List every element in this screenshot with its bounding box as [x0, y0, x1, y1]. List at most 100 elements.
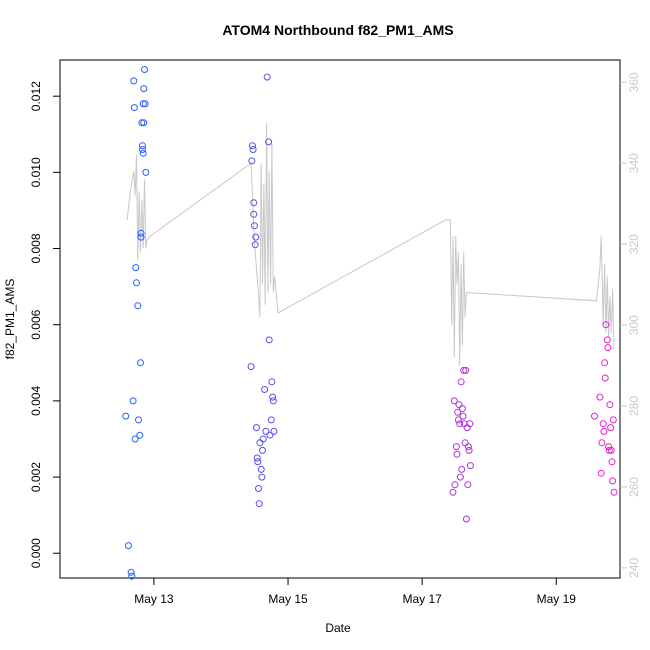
data-point	[609, 477, 617, 485]
data-point	[248, 157, 256, 165]
data-point	[128, 572, 136, 580]
data-point	[452, 443, 460, 451]
data-point	[597, 469, 605, 477]
y-axis-left: 0.000 0.002 0.004 0.006 0.008 0.010 0.012	[29, 81, 60, 568]
data-point	[127, 568, 135, 576]
data-point	[124, 542, 132, 550]
x-tick-label: May 17	[402, 592, 442, 606]
data-point	[458, 405, 466, 412]
data-point	[131, 435, 139, 443]
data-point	[262, 427, 270, 435]
data-point	[130, 77, 138, 85]
x-tick-label: May 19	[537, 592, 577, 606]
data-point	[449, 488, 457, 496]
data-point	[139, 149, 147, 157]
data-point	[139, 142, 146, 150]
y-tick-label: 0.002	[29, 462, 43, 492]
data-point	[257, 465, 265, 473]
data-point	[255, 485, 262, 492]
data-point	[466, 462, 474, 470]
plot-frame	[59, 59, 621, 579]
y-tick-label: 0.008	[29, 233, 43, 263]
data-point	[259, 435, 267, 443]
data-point	[259, 446, 266, 454]
right-tick-label: 360	[627, 72, 641, 92]
data-point	[604, 344, 612, 352]
data-point	[142, 168, 150, 176]
data-point	[464, 481, 472, 489]
data-point	[141, 66, 148, 73]
data-point	[265, 336, 273, 344]
data-point	[451, 481, 459, 489]
data-point	[139, 146, 146, 153]
y-tick-label: 0.010	[29, 157, 43, 187]
data-point	[269, 397, 277, 405]
data-point	[601, 359, 609, 367]
data-point	[255, 500, 263, 508]
data-point	[140, 85, 148, 93]
data-point	[455, 401, 463, 409]
data-point	[136, 431, 144, 439]
y-tick-label: 0.012	[29, 81, 43, 111]
data-point	[252, 233, 260, 241]
data-point	[250, 199, 258, 207]
data-point	[250, 210, 258, 218]
data-point	[137, 359, 144, 367]
data-point	[258, 473, 266, 481]
data-point	[609, 416, 617, 424]
data-point	[249, 142, 256, 150]
y-tick-label: 0.000	[29, 538, 43, 568]
data-point	[605, 446, 613, 454]
data-point	[268, 378, 276, 386]
x-axis-label: Date	[325, 621, 351, 635]
data-point	[457, 378, 465, 386]
data-point	[599, 420, 607, 428]
data-point	[130, 104, 138, 112]
data-point	[454, 416, 462, 424]
x-tick-label: May 15	[268, 592, 308, 606]
data-point	[466, 420, 474, 428]
data-point	[137, 229, 145, 237]
data-point	[247, 363, 255, 371]
data-point	[251, 241, 259, 249]
y-tick-label: 0.004	[29, 386, 43, 416]
chart-title: ATOM4 Northbound f82_PM1_AMS	[222, 22, 453, 38]
data-point	[254, 458, 262, 466]
data-point	[269, 393, 277, 401]
y-tick-label: 0.006	[29, 309, 43, 339]
data-point	[249, 146, 257, 153]
data-point	[602, 321, 610, 329]
data-point	[462, 515, 470, 523]
data-point	[132, 264, 140, 272]
data-point	[122, 412, 130, 420]
data-point	[596, 393, 604, 401]
data-point	[607, 424, 615, 432]
data-point	[603, 336, 611, 344]
right-tick-label: 280	[627, 396, 641, 416]
data-point	[251, 222, 258, 230]
data-point	[456, 473, 464, 481]
data-point	[253, 454, 261, 462]
y-axis-right: 240 260 280 300 320 340 360	[620, 72, 641, 578]
data-point	[600, 427, 608, 435]
secondary-line	[126, 122, 615, 366]
data-point	[265, 138, 273, 146]
right-tick-label: 340	[627, 153, 641, 173]
data-point	[465, 446, 473, 454]
data-point	[141, 100, 149, 108]
right-tick-label: 260	[627, 477, 641, 497]
data-point	[139, 100, 147, 108]
data-point	[459, 412, 467, 420]
data-point	[133, 279, 140, 287]
data-point	[453, 450, 461, 458]
data-point	[458, 465, 466, 473]
data-point	[450, 397, 458, 405]
data-point	[263, 73, 271, 81]
data-point	[606, 401, 614, 409]
data-point	[456, 420, 464, 428]
data-point	[454, 408, 462, 416]
right-tick-label: 240	[627, 558, 641, 578]
data-point	[462, 366, 470, 374]
data-point	[261, 386, 269, 393]
data-point	[591, 412, 598, 420]
